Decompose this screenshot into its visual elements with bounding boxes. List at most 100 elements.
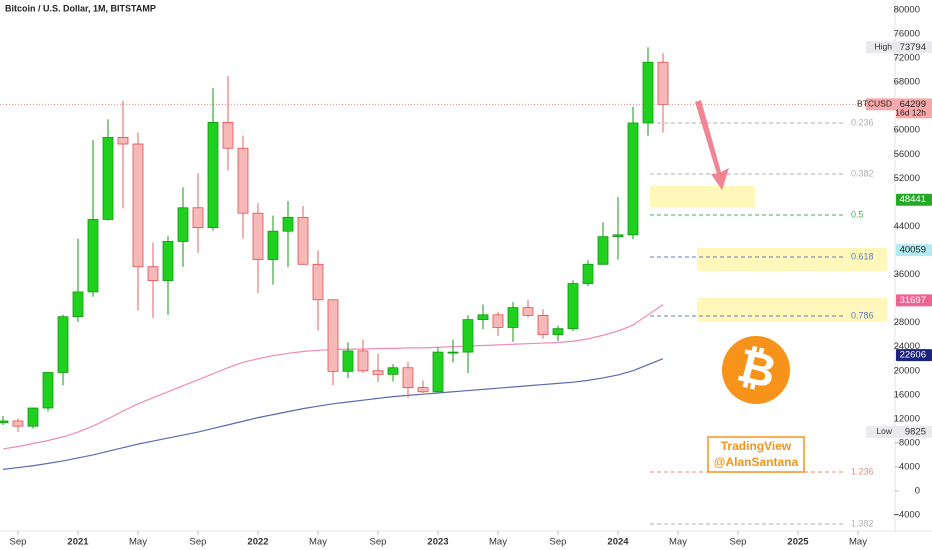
price-tag-value: 31697 <box>900 295 926 306</box>
fib-label: 1.236 <box>851 466 874 476</box>
x-tick-label: Sep <box>10 537 27 548</box>
y-tick-label: 24000 <box>894 341 920 352</box>
price-tag <box>896 41 932 54</box>
candle-body <box>552 328 564 336</box>
fib-label: 0.382 <box>851 168 874 178</box>
candle-body <box>327 299 339 372</box>
candle-body <box>147 266 159 281</box>
candle-body <box>342 350 354 372</box>
highlight-zones <box>650 186 887 322</box>
candle-body <box>657 61 669 105</box>
candle-body <box>582 263 594 284</box>
candle-body <box>177 207 189 242</box>
y-tick-label: 4000 <box>899 461 920 472</box>
x-tick-label: May <box>849 537 867 548</box>
candle-body <box>447 351 459 354</box>
candle-body <box>357 350 369 372</box>
fib-label: 0.236 <box>851 117 874 127</box>
candle-body <box>237 147 249 214</box>
candle-body <box>402 367 414 388</box>
candle-body <box>642 61 654 124</box>
x-tick-label: 2022 <box>247 537 268 548</box>
y-tick-label: 68000 <box>894 77 920 88</box>
price-tag-value: 22606 <box>900 350 926 361</box>
zone <box>697 298 887 322</box>
candle-body <box>567 283 579 330</box>
candle-body <box>417 387 429 393</box>
x-tick-label: May <box>669 537 687 548</box>
x-tick-label: 2025 <box>787 537 809 548</box>
candle-body <box>477 314 489 321</box>
y-tick-label: 8000 <box>899 437 920 448</box>
price-tag-value: 73794 <box>900 42 926 53</box>
candle-body <box>222 121 234 149</box>
price-tag-value: 64299 <box>900 99 926 110</box>
watermark: @AlanSantana <box>714 455 799 469</box>
fib-label: 0.786 <box>851 310 874 320</box>
y-tick-label: 80000 <box>894 4 920 15</box>
candle-body <box>27 407 39 427</box>
price-tag-label-bg <box>866 98 896 111</box>
candle-body <box>72 291 84 318</box>
candle-body <box>267 230 279 260</box>
candle-body <box>162 241 174 281</box>
y-tick-label: 12000 <box>894 413 920 424</box>
candle-body <box>42 372 54 409</box>
price-tag-label: High <box>875 41 893 51</box>
candle-body <box>252 212 264 260</box>
candle-body <box>627 122 639 236</box>
zone <box>697 248 887 271</box>
candle-body <box>372 370 384 375</box>
price-tag <box>896 294 932 307</box>
candle-body <box>387 367 399 375</box>
x-tick-label: May <box>309 537 327 548</box>
y-tick-label: 16000 <box>894 389 920 400</box>
x-tick-label: 2021 <box>67 537 89 548</box>
price-tag <box>896 349 932 362</box>
candle-body <box>132 143 144 268</box>
y-tick-label: 28000 <box>894 317 920 328</box>
x-tick-label: May <box>489 537 507 548</box>
bitcoin-logo <box>722 336 790 404</box>
candle-body <box>207 121 219 229</box>
y-tick-label: 0 <box>915 486 920 497</box>
watermark: TradingView <box>721 439 792 453</box>
price-tag <box>896 98 932 119</box>
x-tick-label: Sep <box>370 537 387 548</box>
y-tick-label: 72000 <box>894 53 920 64</box>
x-tick-label: 2023 <box>427 537 448 548</box>
x-tick-label: Sep <box>190 537 207 548</box>
candle-body <box>612 234 624 238</box>
x-tick-label: Sep <box>730 537 747 548</box>
y-tick-label: 20000 <box>894 365 920 376</box>
candle-body <box>522 307 534 316</box>
candle-body <box>297 216 309 265</box>
candle-body <box>537 315 549 336</box>
y-tick-label: 52000 <box>894 173 920 184</box>
y-tick-label: 60000 <box>894 125 920 136</box>
candle-body <box>492 314 504 328</box>
candle-body <box>57 316 69 373</box>
y-tick-label: 44000 <box>894 221 920 232</box>
price-tag-label: Low <box>876 426 892 436</box>
x-tick-label: May <box>129 537 147 548</box>
zone <box>650 186 755 207</box>
price-tag-value: 40059 <box>900 245 926 256</box>
y-tick-label: 56000 <box>894 149 920 160</box>
y-tick-label: 36000 <box>894 269 920 280</box>
y-tick-label: 76000 <box>894 28 920 39</box>
fib-label: 0.618 <box>851 251 874 261</box>
y-tick-label: −4000 <box>893 510 920 521</box>
candle-body <box>12 420 24 427</box>
candle-body <box>192 207 204 229</box>
price-tag-label: BTCUSD <box>857 99 892 109</box>
price-tag <box>896 244 932 257</box>
price-tag <box>896 193 932 206</box>
arrow <box>695 100 729 190</box>
price-tag <box>896 425 932 438</box>
price-tag-value: 9825 <box>905 426 926 437</box>
watermark-box <box>707 436 805 473</box>
price-tag-note: 16d 12h <box>895 108 926 118</box>
price-tag-label-bg <box>866 41 896 54</box>
